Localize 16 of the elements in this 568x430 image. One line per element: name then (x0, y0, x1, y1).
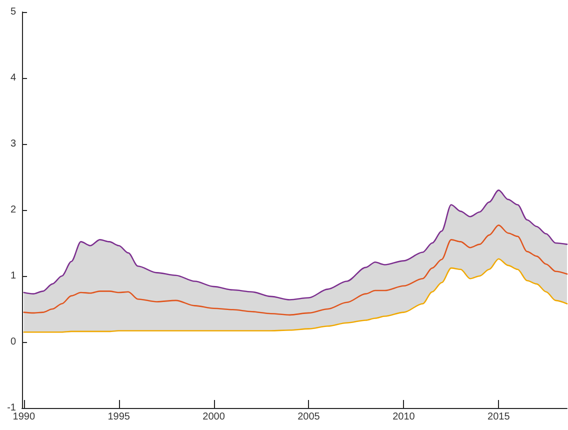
line-series (23, 258, 568, 333)
y-tick-label: 4 (10, 72, 16, 84)
y-tick-label: 5 (10, 6, 16, 18)
y-tick-label: 3 (10, 138, 16, 150)
x-tick-label: 2005 (298, 412, 320, 422)
y-tick-label: 1 (10, 270, 16, 282)
x-tick-label: 1995 (108, 412, 130, 422)
line-series (23, 224, 568, 316)
x-tick-label: 1990 (12, 412, 36, 422)
x-tick-label: 2010 (392, 412, 416, 422)
y-tick-label: 0 (10, 336, 16, 348)
x-tick-label: 2015 (488, 412, 510, 422)
y-tick-label: -1 (7, 402, 16, 414)
line-series (23, 190, 568, 300)
y-tick-label: 2 (10, 204, 16, 216)
x-tick-label: 2000 (202, 412, 226, 422)
